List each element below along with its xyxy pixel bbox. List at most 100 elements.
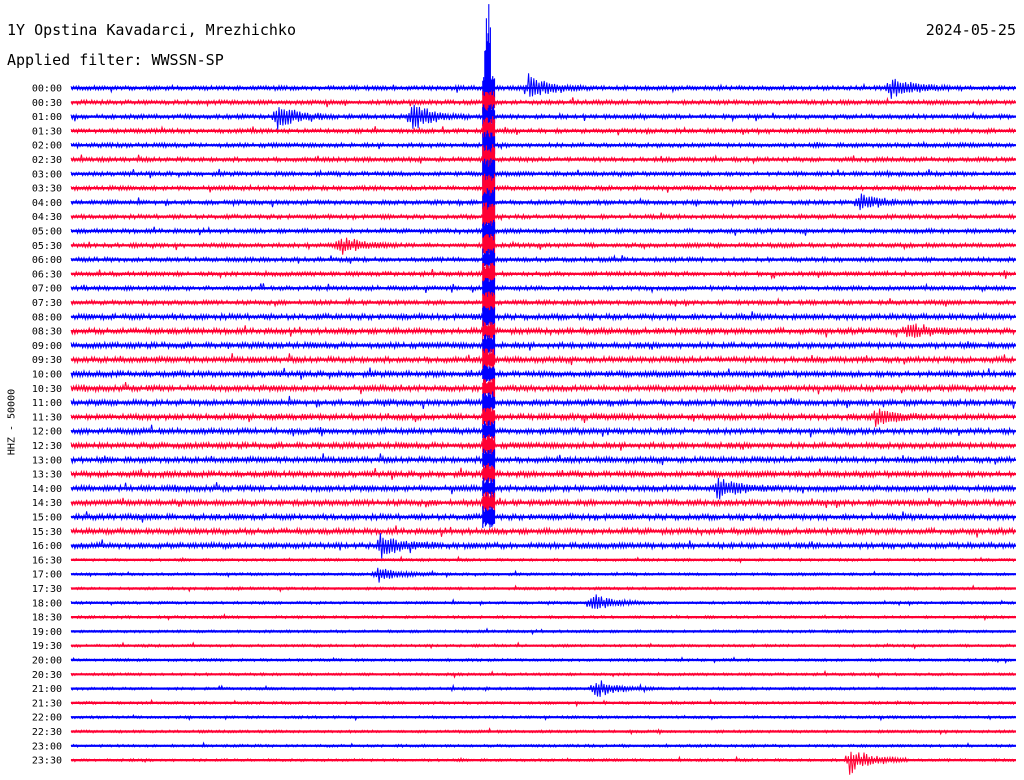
time-tick-label: 05:00 xyxy=(32,227,62,238)
main-event-burst xyxy=(482,364,496,384)
time-tick-label: 03:30 xyxy=(32,184,62,195)
main-event-burst xyxy=(482,348,496,371)
trace-line xyxy=(70,193,1016,211)
time-tick-label: 07:30 xyxy=(32,298,62,309)
main-event-burst xyxy=(482,491,496,514)
trace-line xyxy=(70,212,1016,222)
trace-line xyxy=(70,382,1016,395)
trace-line xyxy=(70,511,1016,523)
time-tick-label: 06:00 xyxy=(32,255,62,266)
time-tick-label: 11:30 xyxy=(32,412,62,423)
trace-line xyxy=(70,311,1016,322)
time-tick-label: 22:00 xyxy=(32,713,62,724)
main-event-burst xyxy=(482,248,496,271)
trace-line xyxy=(70,525,1016,538)
main-event-burst xyxy=(482,434,496,457)
main-event-burst xyxy=(482,448,496,471)
trace-line xyxy=(70,154,1016,165)
time-tick-label: 16:00 xyxy=(32,541,62,552)
time-tick-label: 05:30 xyxy=(32,241,62,252)
time-tick-label: 17:30 xyxy=(32,584,62,595)
time-tick-label: 12:00 xyxy=(32,427,62,438)
trace-line xyxy=(70,467,1016,481)
main-event-burst xyxy=(482,391,496,414)
main-event-burst xyxy=(482,234,496,257)
time-tick-label: 00:00 xyxy=(32,84,62,95)
trace-line xyxy=(70,282,1016,294)
trace-line xyxy=(70,533,1016,559)
trace-line xyxy=(70,497,1016,508)
time-tick-label: 10:30 xyxy=(32,384,62,395)
trace-line xyxy=(70,353,1016,366)
trace-line xyxy=(70,594,1016,609)
time-tick-label: 19:00 xyxy=(32,627,62,638)
main-event-burst xyxy=(482,173,496,203)
trace-line xyxy=(70,367,1016,380)
time-tick-label: 07:00 xyxy=(32,284,62,295)
main-event-burst xyxy=(482,262,496,285)
main-event-burst xyxy=(482,202,496,231)
trace-line xyxy=(70,453,1016,466)
time-tick-label: 08:30 xyxy=(32,327,62,338)
main-event-burst xyxy=(482,320,496,342)
time-tick-label: 10:00 xyxy=(32,370,62,381)
station-title: 1Y Opstina Kavadarci, Mrezhichko xyxy=(7,21,296,39)
time-tick-label: 23:00 xyxy=(32,741,62,752)
time-tick-label: 23:30 xyxy=(32,756,62,767)
time-tick-label: 19:30 xyxy=(32,641,62,652)
time-tick-label: 13:30 xyxy=(32,470,62,481)
time-tick-label: 08:00 xyxy=(32,312,62,323)
time-tick-label: 15:00 xyxy=(32,513,62,524)
time-tick-label: 11:00 xyxy=(32,398,62,409)
main-event-burst xyxy=(482,90,496,115)
main-event-burst xyxy=(482,306,496,328)
time-tick-label: 20:30 xyxy=(32,670,62,681)
time-tick-label: 14:30 xyxy=(32,498,62,509)
main-event-burst xyxy=(482,334,496,357)
main-event-burst xyxy=(482,291,496,314)
main-event-burst xyxy=(482,420,496,442)
time-tick-label: 12:30 xyxy=(32,441,62,452)
trace-line xyxy=(70,140,1016,151)
main-event-burst xyxy=(482,104,496,129)
plot-date: 2024-05-25 xyxy=(925,21,1016,39)
time-tick-label: 18:00 xyxy=(32,598,62,609)
trace-line xyxy=(70,323,1016,338)
time-tick-label: 04:00 xyxy=(32,198,62,209)
trace-line xyxy=(70,125,1016,136)
time-tick-label: 13:00 xyxy=(32,455,62,466)
main-event-spike xyxy=(484,4,491,92)
time-tick-label: 04:30 xyxy=(32,212,62,223)
main-event-burst xyxy=(482,158,496,190)
time-tick-label: 18:30 xyxy=(32,613,62,624)
main-event-burst xyxy=(482,477,496,500)
time-tick-label: 21:00 xyxy=(32,684,62,695)
main-event-burst xyxy=(482,407,496,427)
time-tick-label: 01:30 xyxy=(32,126,62,137)
time-tick-label: 02:30 xyxy=(32,155,62,166)
main-event-burst xyxy=(482,116,496,146)
time-tick-label: 20:00 xyxy=(32,656,62,667)
time-tick-label: 15:30 xyxy=(32,527,62,538)
time-tick-label: 17:00 xyxy=(32,570,62,581)
time-tick-label: 00:30 xyxy=(32,98,62,109)
trace-line xyxy=(70,395,1016,409)
time-tick-label: 22:30 xyxy=(32,727,62,738)
main-event-burst xyxy=(482,277,496,299)
time-tick-label: 03:00 xyxy=(32,169,62,180)
main-event-burst xyxy=(482,463,496,485)
time-tick-label: 09:00 xyxy=(32,341,62,352)
time-tick-label: 01:00 xyxy=(32,112,62,123)
main-event-burst xyxy=(482,220,496,242)
time-tick-label: 09:30 xyxy=(32,355,62,366)
time-tick-label: 21:30 xyxy=(32,698,62,709)
main-event-burst xyxy=(482,378,496,399)
time-tick-label: 06:30 xyxy=(32,269,62,280)
time-tick-label: 16:30 xyxy=(32,555,62,566)
time-tick-label: 14:00 xyxy=(32,484,62,495)
main-event-burst xyxy=(482,506,496,528)
time-tick-label: 02:00 xyxy=(32,141,62,152)
trace-line xyxy=(70,751,1016,775)
filter-label: Applied filter: WWSSN-SP xyxy=(7,51,224,69)
